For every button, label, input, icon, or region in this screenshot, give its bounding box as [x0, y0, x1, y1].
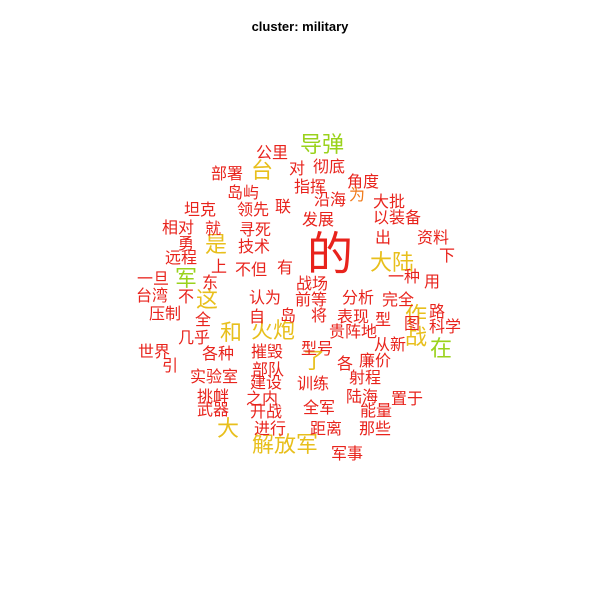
cloud-word: 彻底 [312, 157, 346, 176]
cloud-word: 置于 [390, 389, 424, 408]
cloud-word: 这 [195, 288, 219, 313]
cloud-word: 发展 [301, 210, 335, 229]
cloud-word: 相对 [161, 218, 195, 237]
cloud-word: 在 [429, 337, 453, 362]
cloud-word: 表现 [336, 307, 370, 326]
cloud-word: 下 [438, 246, 456, 265]
cloud-word: 大 [216, 417, 240, 442]
cloud-word: 和 [219, 321, 243, 346]
cloud-word: 将 [310, 306, 328, 325]
cloud-word: 从新 [373, 335, 407, 354]
cloud-word: 大批 [372, 192, 406, 211]
cloud-word: 挑衅 [196, 387, 230, 406]
cloud-word: 那些 [358, 419, 392, 438]
cloud-word: 远程 [164, 248, 198, 267]
cloud-word: 台湾 [135, 286, 169, 305]
cloud-word: 作战 [401, 303, 426, 347]
cloud-word: 解放军 [251, 433, 319, 458]
cloud-word: 完全 [381, 290, 415, 309]
cloud-word: 部队 [251, 360, 285, 379]
cloud-word: 科学 [428, 317, 462, 336]
cloud-word: 有 [276, 258, 294, 277]
cloud-word: 陆海 [345, 387, 379, 406]
cloud-word: 角度 [346, 172, 380, 191]
cloud-word: 进行 [253, 419, 287, 438]
cloud-word: 不但 [234, 260, 268, 279]
cloud-word: 坦克 [183, 200, 217, 219]
cloud-word: 开战 [249, 402, 283, 421]
cloud-word: 型 [374, 310, 392, 329]
cloud-word: 沿海 [313, 190, 347, 209]
cloud-word: 廉价 [358, 351, 392, 370]
cloud-word: 贵阵地 [328, 322, 378, 341]
cloud-word: 图 [403, 314, 421, 333]
cloud-word: 勇 [177, 234, 195, 253]
cloud-word: 射程 [348, 368, 382, 387]
cloud-word: 能量 [359, 401, 393, 420]
cloud-word: 几乎 [177, 328, 211, 347]
cloud-word: 的 [307, 227, 353, 281]
cloud-word: 全 [194, 310, 212, 329]
cloud-word: 一旦 [136, 269, 170, 288]
cloud-word: 台 [250, 159, 274, 184]
cloud-word: 引 [161, 356, 179, 375]
cloud-word: 前等 [294, 290, 328, 309]
cloud-word: 距离 [309, 419, 343, 438]
cloud-word: 火炮 [250, 319, 296, 344]
cloud-word: 岛 [279, 306, 297, 325]
cloud-word: 战场 [295, 274, 329, 293]
cloud-word: 部署 [210, 164, 244, 183]
cloud-word: 技术 [237, 237, 271, 256]
cloud-word: 大陆 [369, 251, 415, 276]
cloud-word: 世界 [137, 342, 171, 361]
cloud-word: 了 [302, 349, 326, 374]
cloud-word: 建设 [249, 373, 283, 392]
cloud-word: 压制 [148, 304, 182, 323]
cloud-word: 各种 [201, 344, 235, 363]
cloud-word: 就 [204, 219, 222, 238]
cloud-word: 之内 [245, 389, 279, 408]
cloud-word: 指挥 [293, 177, 327, 196]
cloud-word: 摧毁 [250, 342, 284, 361]
cloud-word: 军 [174, 267, 198, 292]
cloud-word: 用 [423, 272, 441, 291]
cloud-word: 公里 [255, 143, 289, 162]
cloud-word: 导弹 [299, 133, 345, 158]
cloud-word: 领先 [236, 200, 270, 219]
cloud-word: 实验室 [189, 367, 239, 386]
cloud-title: cluster: military [251, 19, 349, 34]
cloud-word: 路 [428, 302, 446, 321]
cloud-word: 分析 [341, 288, 375, 307]
cloud-word: 对 [288, 159, 306, 178]
cloud-word: 是 [204, 233, 228, 258]
cloud-word: 以装备 [372, 208, 422, 227]
cloud-word: 上 [210, 257, 228, 276]
cloud-word: 军事 [330, 444, 364, 463]
cloud-word: 各 [336, 354, 354, 373]
cloud-word: 资料 [416, 228, 450, 247]
cloud-word: 为 [348, 185, 366, 204]
cloud-word: 型号 [300, 339, 334, 358]
cloud-word: 岛屿 [226, 183, 260, 202]
cloud-word: 认为 [248, 288, 282, 307]
cloud-word: 东 [201, 273, 219, 292]
cloud-word: 不 [177, 287, 195, 306]
cloud-word: 训练 [296, 374, 330, 393]
cloud-word: 联 [274, 197, 292, 216]
cloud-word: 全军 [302, 398, 336, 417]
cloud-word: 寻死 [238, 220, 272, 239]
cloud-word: 出 [374, 228, 392, 247]
cloud-word: 一种 [387, 267, 421, 286]
cloud-word: 武器 [196, 400, 230, 419]
cloud-word: 自 [248, 307, 266, 326]
